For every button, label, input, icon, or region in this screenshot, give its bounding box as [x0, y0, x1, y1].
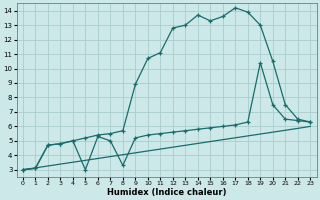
X-axis label: Humidex (Indice chaleur): Humidex (Indice chaleur)	[107, 188, 226, 197]
